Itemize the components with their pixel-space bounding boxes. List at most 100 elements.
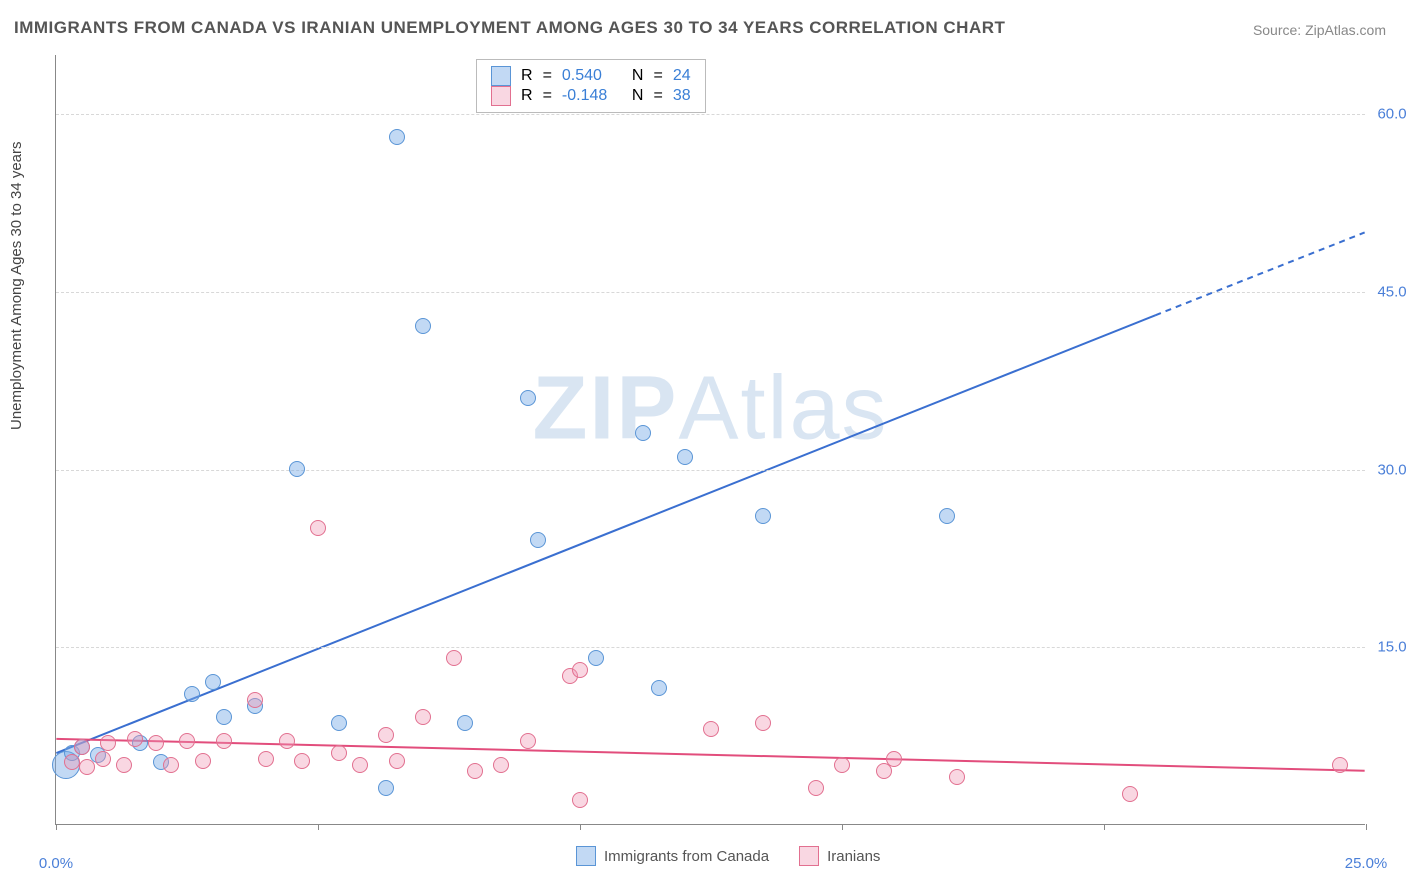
data-point	[310, 520, 326, 536]
data-point	[415, 318, 431, 334]
x-tick-label: 0.0%	[39, 855, 73, 872]
data-point	[588, 650, 604, 666]
data-point	[651, 680, 667, 696]
y-tick-label: 15.0%	[1377, 639, 1406, 656]
gridline	[56, 114, 1365, 115]
x-tick	[1366, 824, 1367, 830]
data-point	[446, 650, 462, 666]
data-point	[195, 753, 211, 769]
data-point	[1122, 786, 1138, 802]
source-name: ZipAtlas.com	[1305, 22, 1386, 38]
data-point	[467, 763, 483, 779]
data-point	[939, 508, 955, 524]
data-point	[415, 709, 431, 725]
data-point	[755, 715, 771, 731]
eq: =	[543, 67, 552, 85]
swatch-canada	[491, 66, 511, 86]
data-point	[74, 739, 90, 755]
data-point	[389, 129, 405, 145]
r-label: R	[521, 87, 533, 105]
x-tick	[56, 824, 57, 830]
r-label: R	[521, 67, 533, 85]
correlation-legend: R = 0.540 N = 24 R = -0.148 N = 38	[476, 59, 706, 113]
data-point	[1332, 757, 1348, 773]
watermark: ZIPAtlas	[532, 357, 888, 460]
y-tick-label: 30.0%	[1377, 461, 1406, 478]
data-point	[127, 731, 143, 747]
data-point	[755, 508, 771, 524]
data-point	[886, 751, 902, 767]
data-point	[100, 735, 116, 751]
data-point	[493, 757, 509, 773]
gridline	[56, 647, 1365, 648]
legend-item-iranians: Iranians	[799, 846, 880, 866]
r-value-canada: 0.540	[562, 67, 622, 85]
x-tick	[318, 824, 319, 830]
n-value-canada: 24	[673, 67, 691, 85]
data-point	[163, 757, 179, 773]
data-point	[352, 757, 368, 773]
data-point	[378, 727, 394, 743]
data-point	[179, 733, 195, 749]
data-point	[64, 754, 80, 770]
data-point	[289, 461, 305, 477]
eq: =	[543, 87, 552, 105]
x-tick	[842, 824, 843, 830]
data-point	[279, 733, 295, 749]
data-point	[247, 692, 263, 708]
data-point	[635, 425, 651, 441]
legend-item-canada: Immigrants from Canada	[576, 846, 769, 866]
series-legend: Immigrants from Canada Iranians	[576, 846, 880, 866]
source-prefix: Source:	[1253, 22, 1305, 38]
n-value-iranians: 38	[673, 87, 691, 105]
n-label: N	[632, 67, 644, 85]
data-point	[258, 751, 274, 767]
y-axis-label: Unemployment Among Ages 30 to 34 years	[8, 141, 25, 430]
gridline	[56, 292, 1365, 293]
chart-title: IMMIGRANTS FROM CANADA VS IRANIAN UNEMPL…	[14, 18, 1005, 38]
data-point	[677, 449, 693, 465]
data-point	[205, 674, 221, 690]
data-point	[520, 733, 536, 749]
legend-label-iranians: Iranians	[827, 848, 880, 865]
data-point	[216, 733, 232, 749]
data-point	[184, 686, 200, 702]
data-point	[116, 757, 132, 773]
data-point	[808, 780, 824, 796]
data-point	[572, 662, 588, 678]
eq: =	[653, 87, 662, 105]
source-attribution: Source: ZipAtlas.com	[1253, 22, 1386, 38]
swatch-iranians-icon	[799, 846, 819, 866]
watermark-bold: ZIP	[532, 358, 678, 458]
data-point	[834, 757, 850, 773]
legend-label-canada: Immigrants from Canada	[604, 848, 769, 865]
data-point	[148, 735, 164, 751]
eq: =	[653, 67, 662, 85]
plot-area: ZIPAtlas R = 0.540 N = 24 R = -0.148 N =…	[55, 55, 1365, 825]
data-point	[572, 792, 588, 808]
gridline	[56, 470, 1365, 471]
data-point	[389, 753, 405, 769]
x-tick	[580, 824, 581, 830]
r-value-iranians: -0.148	[562, 87, 622, 105]
data-point	[520, 390, 536, 406]
swatch-iranians	[491, 86, 511, 106]
data-point	[530, 532, 546, 548]
data-point	[216, 709, 232, 725]
legend-row-canada: R = 0.540 N = 24	[491, 66, 691, 86]
data-point	[331, 745, 347, 761]
n-label: N	[632, 87, 644, 105]
data-point	[294, 753, 310, 769]
swatch-canada-icon	[576, 846, 596, 866]
watermark-rest: Atlas	[678, 358, 888, 458]
data-point	[378, 780, 394, 796]
x-tick	[1104, 824, 1105, 830]
x-tick-label: 25.0%	[1345, 855, 1388, 872]
data-point	[79, 759, 95, 775]
data-point	[949, 769, 965, 785]
y-tick-label: 60.0%	[1377, 106, 1406, 123]
y-tick-label: 45.0%	[1377, 283, 1406, 300]
legend-row-iranians: R = -0.148 N = 38	[491, 86, 691, 106]
data-point	[457, 715, 473, 731]
data-point	[95, 751, 111, 767]
